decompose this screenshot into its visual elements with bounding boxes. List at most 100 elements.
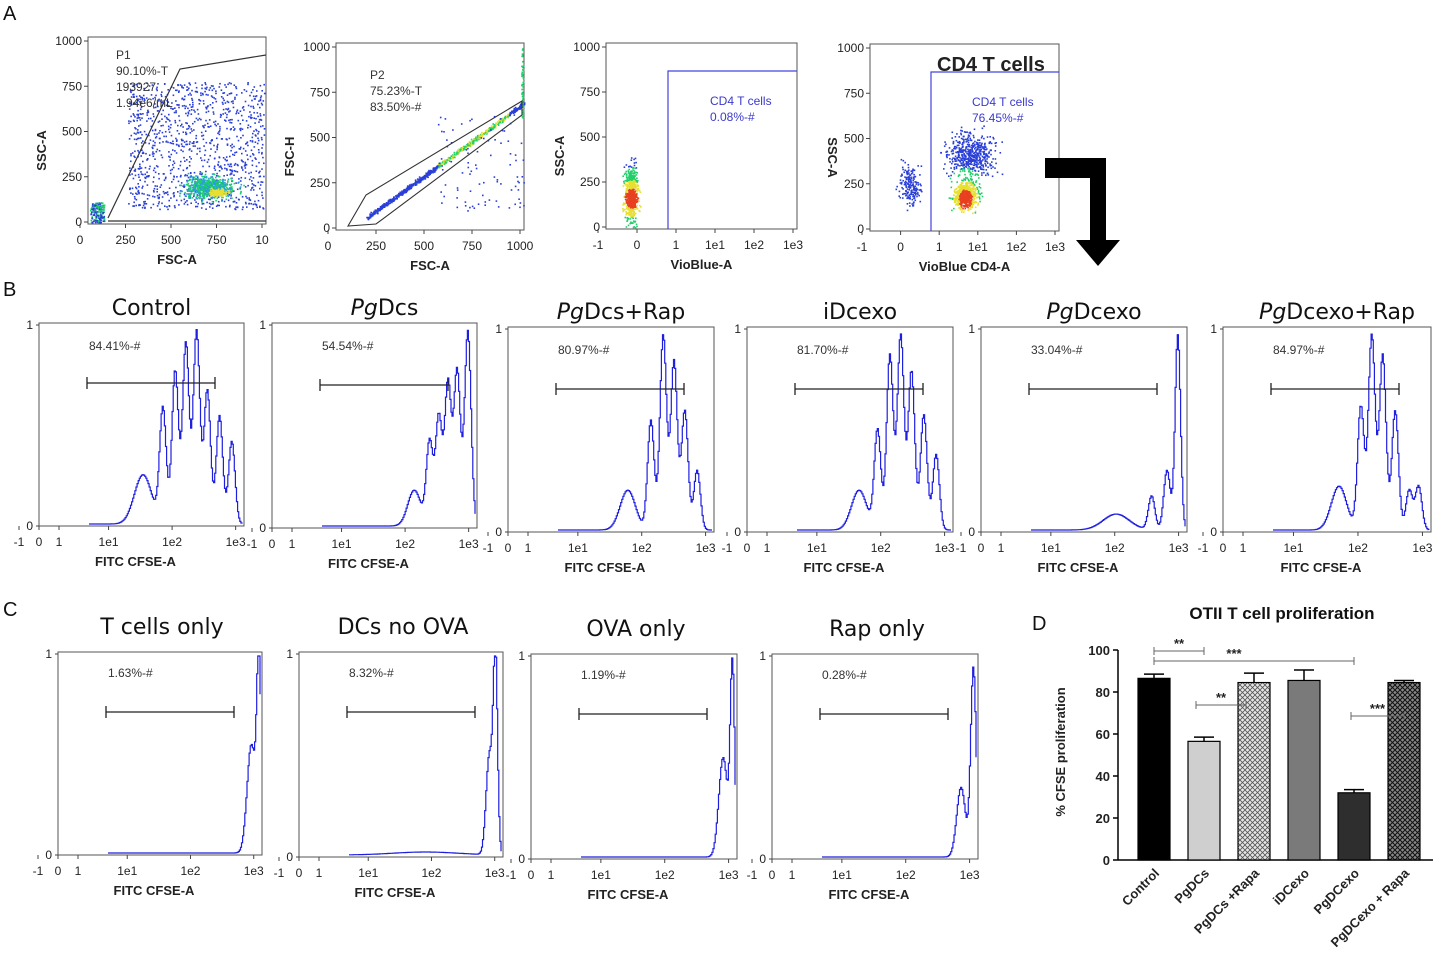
event-dot — [955, 151, 957, 154]
event-dot — [205, 208, 207, 210]
event-dot — [234, 96, 236, 99]
event-dot — [196, 108, 199, 111]
event-dot — [231, 170, 233, 173]
event-dot — [201, 192, 204, 194]
event-dot — [381, 207, 384, 210]
event-dot — [186, 203, 189, 206]
event-dot — [964, 194, 967, 197]
event-dot — [490, 127, 492, 130]
event-dot — [522, 104, 524, 106]
event-dot — [416, 178, 419, 180]
event-dot — [159, 130, 161, 132]
event-dot — [91, 221, 93, 224]
event-dot — [194, 180, 196, 183]
event-dot — [150, 206, 152, 209]
event-dot — [232, 126, 235, 128]
event-dot — [103, 211, 105, 214]
event-dot — [169, 120, 171, 122]
event-dot — [917, 165, 919, 167]
event-dot — [954, 191, 956, 193]
event-dot — [187, 182, 190, 185]
event-dot — [632, 204, 634, 206]
event-dot — [99, 212, 102, 214]
event-dot — [381, 204, 384, 206]
event-dot — [183, 193, 186, 196]
event-dot — [230, 195, 232, 197]
event-dot — [623, 208, 626, 211]
event-dot — [150, 125, 153, 128]
event-dot — [449, 156, 451, 159]
event-dot — [217, 143, 219, 146]
event-dot — [976, 142, 979, 145]
event-dot — [164, 115, 166, 118]
event-dot — [493, 176, 496, 178]
event-dot — [223, 92, 226, 94]
event-dot — [138, 176, 140, 178]
event-dot — [229, 128, 232, 131]
event-dot — [167, 208, 169, 211]
event-dot — [968, 132, 971, 134]
event-dot — [513, 111, 515, 114]
event-dot — [217, 200, 220, 203]
event-dot — [980, 137, 983, 139]
event-dot — [217, 132, 219, 135]
event-dot — [207, 182, 210, 184]
event-dot — [230, 100, 233, 103]
y-tick-label: 750 — [844, 86, 864, 100]
event-dot — [189, 148, 191, 150]
event-dot — [250, 171, 252, 174]
event-dot — [522, 114, 525, 116]
event-dot — [153, 144, 156, 147]
event-dot — [462, 149, 465, 151]
event-dot — [457, 153, 459, 155]
y-tick-label: 0 — [323, 221, 330, 235]
event-dot — [196, 175, 199, 178]
event-dot — [169, 169, 172, 172]
event-dot — [951, 137, 953, 139]
event-dot — [202, 138, 205, 141]
event-dot — [144, 166, 147, 169]
event-dot — [221, 168, 223, 170]
event-dot — [404, 191, 406, 193]
event-dot — [630, 201, 633, 203]
event-dot — [634, 202, 636, 204]
event-dot — [103, 204, 106, 207]
event-dot — [518, 198, 520, 200]
event-dot — [172, 178, 175, 181]
event-dot — [152, 169, 155, 172]
event-dot — [186, 166, 189, 169]
event-dot — [215, 205, 218, 207]
event-dot — [966, 152, 968, 155]
event-dot — [158, 173, 160, 175]
event-dot — [625, 193, 627, 195]
event-dot — [456, 151, 458, 154]
event-dot — [432, 169, 435, 171]
event-dot — [148, 168, 151, 170]
event-dot — [241, 196, 244, 198]
event-dot — [206, 86, 208, 89]
event-dot — [410, 187, 413, 190]
event-dot — [143, 97, 145, 100]
event-dot — [978, 177, 980, 179]
event-dot — [171, 168, 173, 171]
event-dot — [228, 165, 231, 168]
event-dot — [493, 124, 496, 126]
event-dot — [257, 149, 260, 151]
event-dot — [199, 187, 201, 189]
event-dot — [222, 182, 225, 185]
event-dot — [129, 101, 131, 103]
event-dot — [511, 110, 513, 113]
event-dot — [962, 179, 964, 182]
event-dot — [972, 146, 974, 148]
event-dot — [632, 178, 634, 180]
event-dot — [905, 178, 908, 181]
event-dot — [501, 129, 504, 132]
event-dot — [93, 207, 95, 210]
event-dot — [914, 189, 916, 191]
event-dot — [629, 192, 632, 194]
event-dot — [226, 138, 228, 141]
event-dot — [261, 153, 263, 155]
event-dot — [199, 100, 202, 102]
event-dot — [962, 207, 964, 210]
